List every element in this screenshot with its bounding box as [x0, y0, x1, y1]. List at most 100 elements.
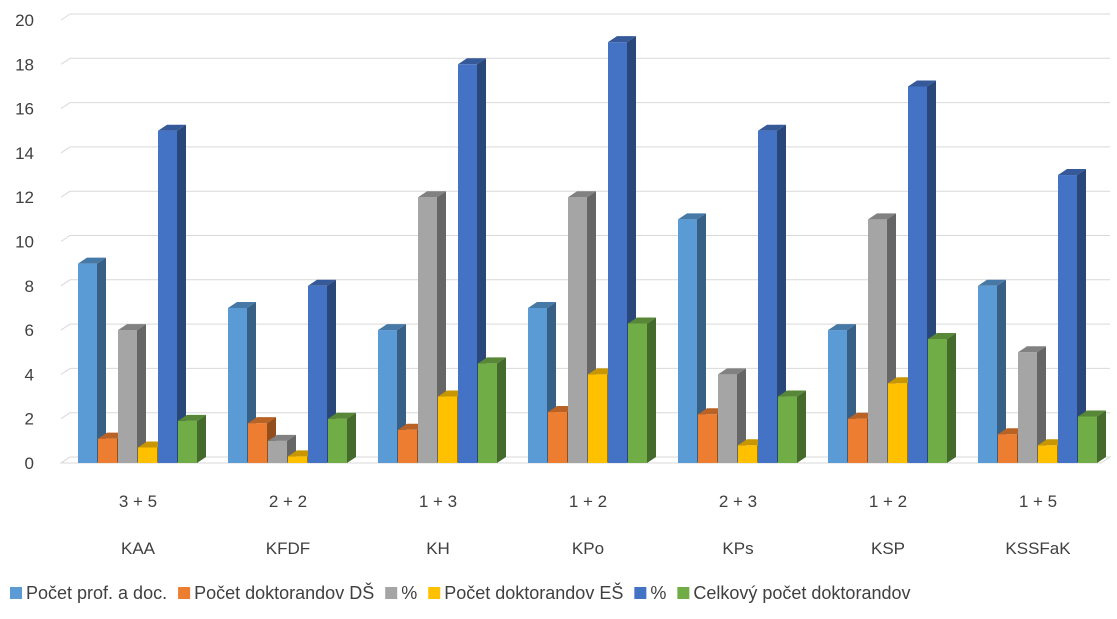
bar-top: [608, 36, 636, 43]
bar-side: [697, 213, 706, 463]
bar-top: [978, 279, 1006, 286]
bar-front: [438, 396, 457, 463]
bar: [268, 434, 296, 463]
gridline-side: [60, 367, 71, 375]
bar-front: [548, 412, 567, 463]
bar-top: [568, 191, 596, 198]
legend-label: Počet doktorandov EŠ: [444, 582, 623, 603]
gridline-side: [60, 57, 71, 65]
bar-top: [178, 414, 206, 421]
bar-front: [528, 307, 547, 463]
gridline-side: [60, 190, 71, 198]
x-sublabel: 3 + 5: [119, 492, 157, 511]
bar-top: [1058, 169, 1086, 176]
bar-front: [138, 447, 157, 463]
x-sublabel: 1 + 2: [569, 492, 607, 511]
y-tick-label: 12: [15, 188, 34, 207]
bar-front: [328, 418, 347, 463]
bar: [158, 124, 186, 463]
legend-swatch: [385, 587, 398, 599]
bar-side: [797, 390, 806, 463]
bar: [118, 324, 146, 463]
bar-top: [328, 412, 356, 419]
legend-item: %: [634, 583, 666, 603]
x-sublabel: 2 + 3: [719, 492, 757, 511]
bar-side: [647, 317, 656, 463]
bar-front: [568, 197, 587, 463]
bar: [928, 332, 956, 463]
bar: [978, 279, 1006, 463]
x-category-label: KH: [426, 539, 450, 558]
bar: [328, 412, 356, 463]
bar-side: [737, 368, 746, 463]
bar-side: [997, 279, 1006, 463]
x-category-label: KAA: [121, 539, 156, 558]
legend-label: Počet prof. a doc.: [26, 583, 167, 603]
legend-label: Celkový počet doktorandov: [693, 583, 910, 603]
gridline-side: [60, 235, 71, 242]
bar: [178, 414, 206, 463]
y-tick-label: 10: [15, 233, 34, 252]
legend: Počet prof. a doc. Počet doktorandov DŠ% P…: [10, 582, 910, 603]
legend-label: %: [650, 583, 666, 603]
bar-front: [418, 197, 437, 463]
y-tick-label: 16: [15, 100, 34, 119]
y-tick-label: 6: [25, 321, 34, 340]
bar: [248, 417, 276, 463]
x-axis-labels: 3 + 5 KAA 2 + 2 KFDF 1 + 3 KH 1 + 2 KPo 2 + 3 KPs…: [119, 492, 1071, 558]
category-group-KAA: [78, 124, 206, 463]
legend-label: %: [401, 583, 417, 603]
bar-side: [777, 124, 786, 463]
bar-front: [248, 423, 267, 463]
bar-top: [248, 417, 276, 424]
bar-top: [828, 324, 856, 331]
bar-top: [228, 301, 256, 308]
x-category-label: KFDF: [266, 539, 310, 558]
x-category-label: KPo: [572, 539, 604, 558]
legend-item: Počet doktorandov EŠ: [428, 582, 623, 603]
bar-front: [288, 456, 307, 463]
bar: [308, 279, 336, 463]
bar-side: [97, 257, 106, 463]
bar-front: [118, 330, 137, 463]
gridline-side: [60, 323, 71, 331]
bar-front: [868, 219, 887, 463]
bar-front: [978, 285, 997, 463]
y-tick-label: 0: [25, 454, 34, 473]
bar-side: [1037, 346, 1046, 463]
bar: [628, 317, 656, 463]
bar-front: [828, 330, 847, 463]
bar-top: [378, 324, 406, 331]
gridline-side: [60, 279, 71, 287]
bar-top: [528, 301, 556, 308]
bar-top: [308, 279, 336, 286]
bar-top: [118, 324, 146, 331]
category-group-KSSFaK: [978, 169, 1106, 464]
bar: [418, 191, 446, 463]
category-group-KPs: [678, 124, 806, 463]
gridline-side: [60, 146, 71, 154]
bar: [678, 213, 706, 463]
bar-front: [758, 130, 777, 463]
legend-swatch: [178, 587, 191, 599]
bar-front: [98, 438, 117, 463]
bar: [78, 257, 106, 463]
legend-label: Počet doktorandov DŠ: [194, 582, 374, 603]
bar-top: [628, 317, 656, 324]
category-group-KPo: [528, 36, 656, 464]
bar-front: [268, 440, 287, 463]
legend-item: Počet doktorandov DŠ: [178, 582, 374, 603]
bar-front: [378, 330, 397, 463]
y-axis-ticks: 0 2 4 6 8 10 12 14 16 18 20: [15, 11, 34, 473]
y-tick-label: 18: [15, 55, 34, 74]
bar-top: [1018, 346, 1046, 353]
bar: [1078, 410, 1106, 463]
bar-front: [398, 429, 417, 463]
bars: [78, 36, 1106, 464]
bar-front: [778, 396, 797, 463]
bar: [1058, 169, 1086, 464]
gridline-side: [60, 456, 71, 464]
bar-front: [228, 307, 247, 463]
